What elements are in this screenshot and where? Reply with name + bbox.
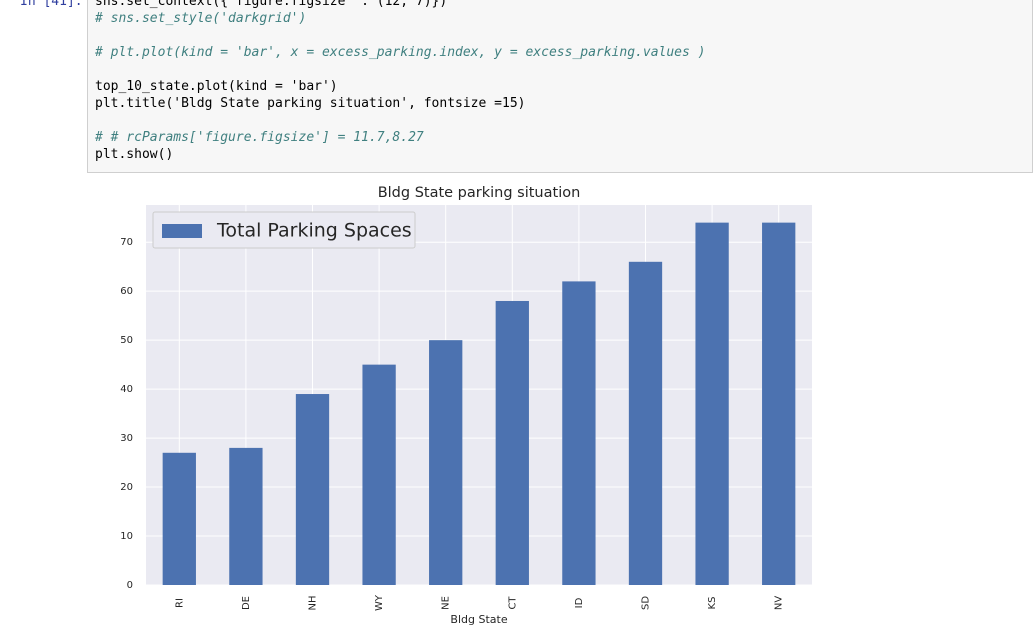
code-line: # plt.plot(kind = 'bar', x = excess_park… [95,45,706,60]
x-tick-label: WY [374,594,385,611]
y-tick-label: 20 [120,482,133,493]
x-tick-label: NE [441,596,452,610]
x-tick-label: KS [707,597,718,610]
code-line: top_10_state.plot(kind = 'bar') [95,79,338,94]
x-tick-label: NV [774,596,785,610]
code-block: # # rcParams['figure.figsize'] = 11.7,8.… [95,129,705,163]
x-tick-label: DE [241,596,252,610]
code-line: plt.title('Bldg State parking situation'… [95,96,526,111]
code-line: # sns.set_style('darkgrid') [95,11,307,26]
y-tick-label: 0 [127,580,133,591]
code: sns.set_context({"figure.figsize" : (12,… [95,0,705,172]
y-tick-label: 30 [120,433,133,444]
bar [695,222,729,586]
x-tick-label: CT [507,596,518,610]
x-axis-label: Bldg State [450,613,507,626]
bar [628,261,663,585]
bar [162,452,196,585]
legend-label: Total Parking Spaces [216,220,412,242]
x-tick-label: ID [574,597,585,608]
x-tick-label: SD [641,596,652,610]
chart-title: Bldg State parking situation [378,185,581,201]
y-tick-label: 60 [120,286,133,297]
code-block: top_10_state.plot(kind = 'bar') plt.title… [95,78,705,112]
cell-prompt: In [41]: [20,0,83,9]
bar [295,394,330,585]
bar [562,281,596,585]
bar [495,300,529,585]
legend-box [152,211,416,249]
x-tick-label: RI [174,598,185,608]
bar [429,340,463,585]
code-line: plt.show() [95,147,174,162]
x-tick-label: NH [308,596,319,611]
y-tick-label: 70 [120,237,133,248]
code-line: sns.set_context({"figure.figsize" : (12,… [95,0,448,9]
code-block: # plt.plot(kind = 'bar', x = excess_park… [95,44,705,61]
bar [762,222,796,586]
bar [362,364,396,585]
code-line: # # rcParams['figure.figsize'] = 11.7,8.… [95,130,424,145]
legend-swatch [162,224,202,238]
bar [229,447,263,585]
code-cell[interactable]: sns.set_context({"figure.figsize" : (12,… [87,0,1033,173]
y-tick-label: 50 [120,335,133,346]
y-tick-label: 10 [120,531,133,542]
y-tick-label: 40 [120,384,133,395]
code-block: sns.set_context({"figure.figsize" : (12,… [95,0,705,27]
